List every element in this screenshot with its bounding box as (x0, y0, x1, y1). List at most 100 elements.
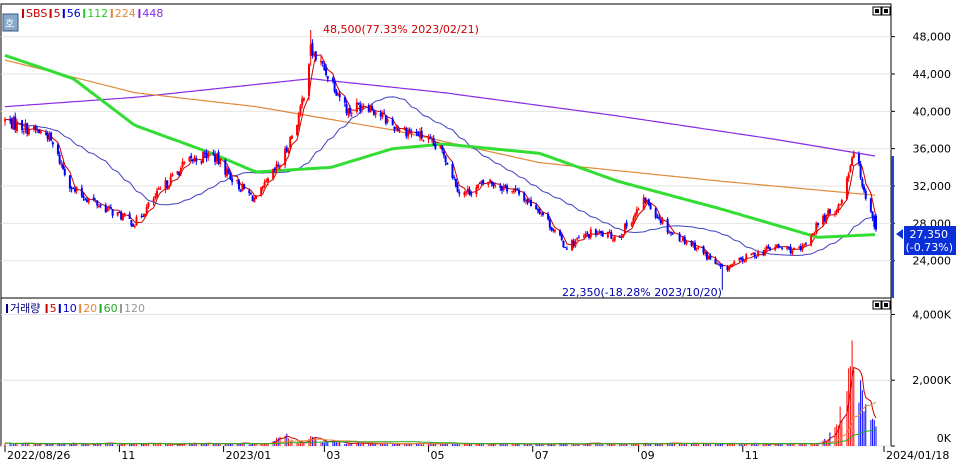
candle-body (72, 187, 75, 189)
candle-body (121, 215, 124, 221)
candle-body (395, 126, 398, 129)
candle-body (442, 151, 445, 156)
mode-button[interactable]: 호 (2, 13, 19, 32)
candle-body (227, 169, 230, 174)
candle-body (875, 215, 877, 230)
candle-body (470, 193, 473, 195)
candle (548, 216, 551, 231)
candle (535, 202, 538, 210)
candle (248, 188, 251, 196)
candle (791, 248, 794, 256)
candle-body (178, 172, 181, 176)
candle-body (869, 198, 872, 212)
price-tick-label: 40,000 (913, 105, 952, 118)
candle-body (598, 231, 601, 234)
candle (120, 210, 123, 221)
candle-body (729, 264, 732, 267)
candle-body (34, 125, 37, 130)
candle (179, 165, 182, 177)
candle (572, 238, 575, 249)
candle-body (106, 208, 109, 212)
candle (695, 247, 698, 252)
candle-body (367, 105, 370, 112)
candle (560, 232, 563, 242)
candle-body (285, 147, 288, 152)
candle (683, 235, 686, 245)
candle-body (239, 190, 242, 192)
candle-body (403, 127, 406, 131)
candle (623, 222, 626, 235)
candle-body (195, 158, 198, 162)
candle (622, 233, 625, 239)
candle (530, 196, 533, 207)
candle-body (439, 145, 442, 149)
candle (403, 125, 406, 131)
candle (51, 141, 54, 148)
candle (685, 239, 688, 246)
candle (441, 145, 444, 154)
legend-swatch (99, 304, 102, 313)
candle (670, 231, 673, 237)
candle-body (514, 188, 517, 190)
legend-swatch (120, 304, 122, 313)
candle-body (504, 184, 507, 187)
candle-body (362, 106, 365, 108)
candle (589, 226, 592, 240)
candle-body (637, 209, 640, 211)
candle-body (623, 223, 626, 234)
candle (620, 233, 623, 240)
candle (613, 235, 616, 243)
candle (154, 192, 157, 200)
candle (646, 199, 649, 204)
candle (253, 196, 256, 203)
candle-body (740, 257, 743, 260)
candle-body (654, 208, 657, 218)
candle-body (480, 180, 483, 184)
candle (571, 239, 574, 251)
candle-body (594, 229, 597, 235)
candle-body (323, 65, 326, 71)
ma56-line (4, 96, 877, 256)
candle (750, 253, 753, 256)
candle-body (190, 155, 193, 158)
candle (815, 221, 818, 234)
candle (164, 177, 167, 194)
candle (99, 203, 102, 209)
candle (828, 208, 831, 215)
candle (106, 206, 109, 212)
candle (241, 181, 244, 192)
maximize-icon[interactable] (881, 6, 891, 16)
maximize-icon[interactable] (881, 300, 891, 310)
candle-body (864, 190, 867, 199)
candle-body (260, 187, 263, 196)
candle-body (120, 212, 123, 220)
candle-body (383, 112, 386, 114)
candle-body (87, 198, 90, 203)
candle (752, 251, 755, 255)
minimize-icon[interactable] (872, 300, 882, 310)
candle-body (702, 245, 705, 254)
candle (297, 111, 300, 131)
candle-body (243, 184, 246, 190)
candle (24, 119, 27, 134)
candle-body (48, 133, 51, 141)
minimize-icon[interactable] (872, 6, 882, 16)
candle (492, 182, 495, 189)
candle (371, 104, 374, 111)
candle-body (191, 159, 194, 162)
candle (690, 240, 693, 247)
candle (786, 245, 789, 251)
candle (625, 219, 628, 230)
candle (482, 179, 485, 186)
candle-body (215, 153, 218, 162)
candle (559, 229, 562, 237)
candle-body (489, 179, 492, 184)
candle (644, 197, 647, 205)
candle (188, 156, 191, 163)
candle (432, 135, 435, 146)
candle-body (678, 233, 681, 242)
candle-body (547, 213, 550, 220)
candle-body (272, 169, 275, 180)
candle-body (798, 247, 801, 249)
